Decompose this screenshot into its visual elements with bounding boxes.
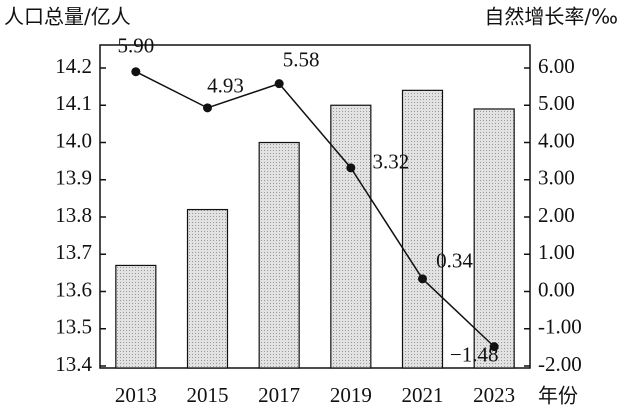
y2-tick-label: -1.00	[538, 315, 582, 339]
x-tick-label: 2021	[402, 383, 444, 407]
bar	[186, 208, 229, 369]
y2-tick-label: -2.00	[538, 352, 582, 376]
y2-tick-label: 2.00	[538, 203, 575, 227]
y2-axis-title: 自然增长率/‰	[484, 5, 618, 29]
bar	[115, 264, 157, 369]
y2-tick-label: 1.00	[538, 240, 575, 264]
bar	[330, 104, 372, 369]
y-tick-label: 14.2	[55, 54, 92, 78]
x-tick-label: 2019	[330, 383, 372, 407]
value-label: 5.58	[283, 47, 320, 71]
y-tick-label: 13.4	[55, 352, 92, 376]
point	[131, 67, 141, 77]
x-tick-label: 2023	[473, 383, 515, 407]
point	[346, 163, 356, 173]
y2-tick-label: 5.00	[538, 91, 575, 115]
x-tick-label: 2015	[187, 383, 229, 407]
point	[203, 103, 212, 113]
y2-tick-label: 0.00	[538, 277, 575, 301]
line	[135, 71, 495, 348]
y-tick-label: 13.8	[55, 203, 92, 227]
y2-tick-label: 4.00	[538, 128, 575, 152]
y2-tick-label: 3.00	[538, 166, 575, 190]
y-axis-title: 人口总量/亿人	[4, 5, 131, 29]
x-axis-title: 年份	[538, 384, 578, 408]
bar	[473, 108, 515, 369]
y-tick-label: 13.9	[55, 166, 92, 190]
value-label: −1.48	[450, 342, 499, 366]
value-label: 3.32	[372, 150, 409, 174]
y-tick-label: 13.5	[55, 315, 92, 339]
y2-tick-label: 6.00	[538, 54, 575, 78]
plot-frame	[99, 44, 531, 369]
value-label: 0.34	[436, 249, 473, 273]
y-tick-label: 14.1	[55, 91, 92, 115]
x-tick-label: 2017	[258, 383, 300, 407]
value-label: 4.93	[207, 74, 244, 98]
point	[418, 274, 427, 284]
value-label: 5.90	[117, 34, 154, 58]
y-tick-label: 13.7	[55, 240, 92, 264]
point	[489, 342, 499, 352]
bar	[401, 89, 444, 369]
point	[274, 79, 284, 89]
bar	[258, 141, 300, 369]
x-tick-label: 2013	[115, 383, 157, 407]
y-tick-label: 13.6	[55, 277, 92, 301]
y-tick-label: 14.0	[55, 128, 92, 152]
